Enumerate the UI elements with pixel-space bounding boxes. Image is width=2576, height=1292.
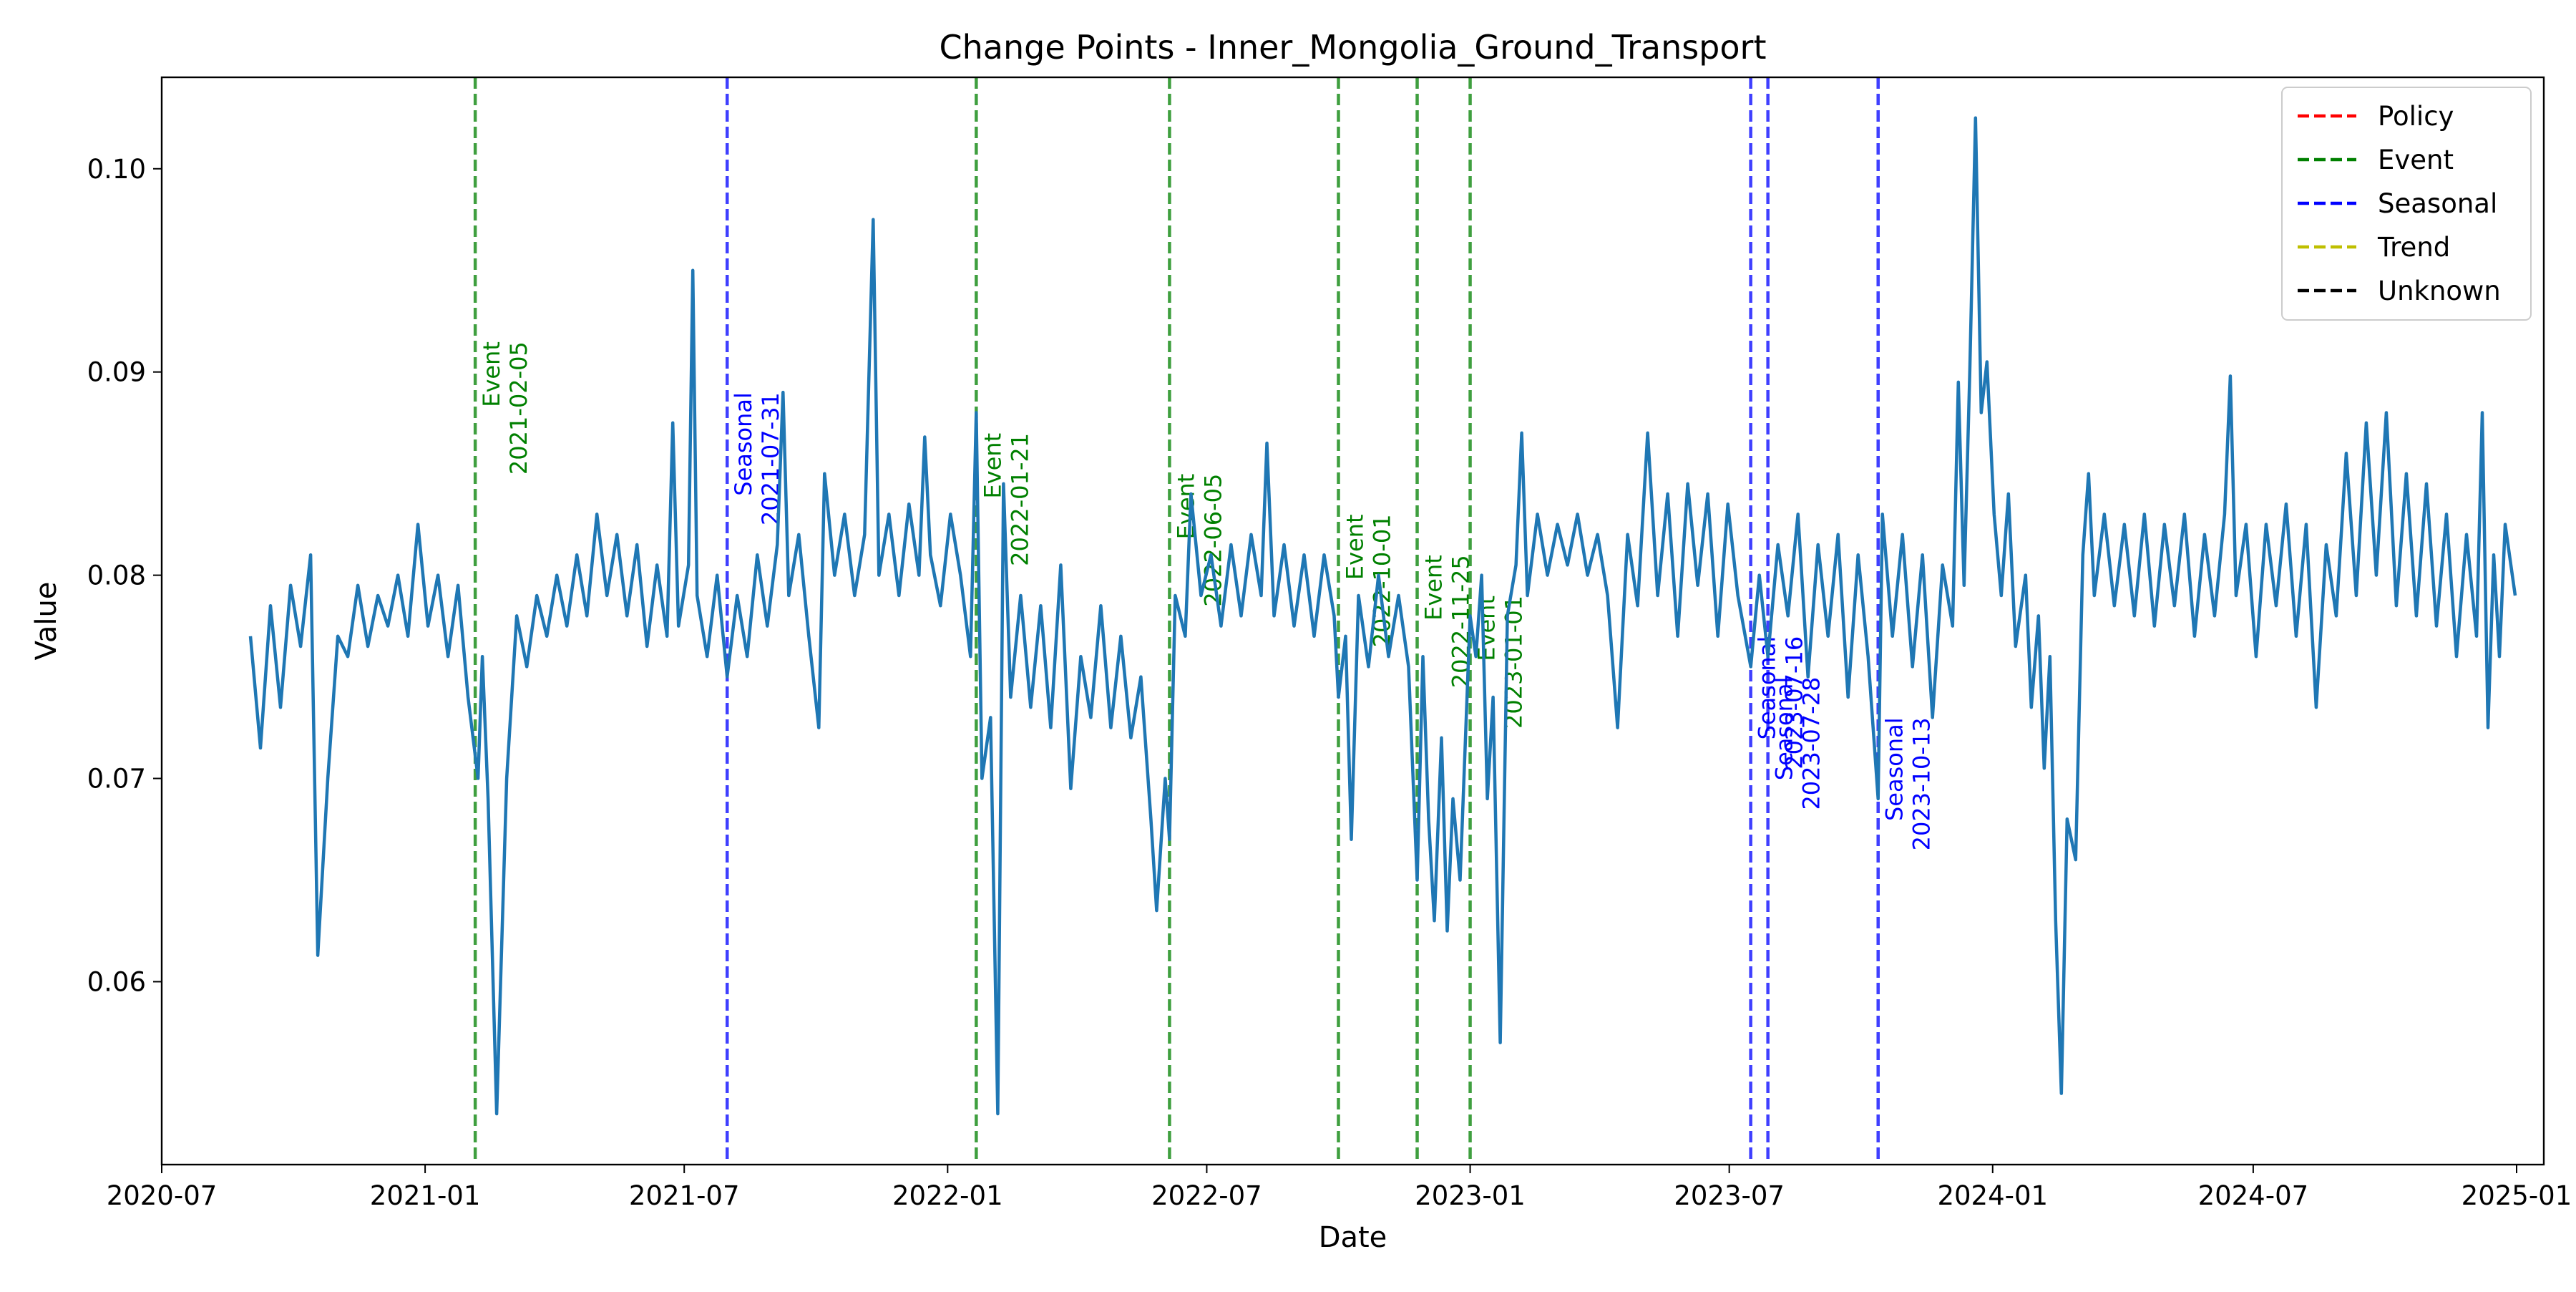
y-axis-label: Value — [30, 582, 63, 661]
x-tick-label-1: 2021-01 — [370, 1180, 481, 1211]
y-tick-label-4: 0.10 — [87, 154, 146, 185]
change-point-date-7: 2023-07-16 — [1781, 636, 1808, 769]
x-tick-label-7: 2024-01 — [1937, 1180, 2048, 1211]
x-tick-label-3: 2022-01 — [892, 1180, 1003, 1211]
change-point-type-0: Event — [478, 341, 505, 407]
y-tick-label-3: 0.09 — [87, 357, 146, 388]
change-point-label-8: Seasonal2023-07-28 — [1771, 677, 1825, 810]
chart-title: Change Points - Inner_Mongolia_Ground_Tr… — [940, 28, 1767, 67]
x-tick-label-9: 2025-01 — [2462, 1180, 2572, 1211]
change-point-type-9: Seasonal — [1881, 717, 1908, 821]
legend-label-event: Event — [2378, 145, 2454, 175]
legend-box — [2281, 87, 2532, 321]
y-tick-label-2: 0.08 — [87, 560, 146, 591]
legend-label-trend: Trend — [2377, 232, 2450, 263]
y-tick-label-0: 0.06 — [87, 966, 146, 997]
change-point-label-6: Event2023-01-01 — [1473, 596, 1528, 729]
x-tick-label-6: 2023-07 — [1674, 1180, 1785, 1211]
plot-area: 2020-07 2021-01 2021-07 2022-01 2022-07 2023-… — [87, 77, 2572, 1211]
change-point-date-0: 2021-02-05 — [505, 341, 532, 475]
change-point-label-0: Event2021-02-05 — [478, 341, 532, 475]
change-point-date-8: 2023-07-28 — [1798, 677, 1825, 810]
change-point-label-2: Event2022-01-21 — [979, 433, 1033, 566]
change-point-type-2: Event — [979, 433, 1006, 499]
legend-label-unknown: Unknown — [2378, 276, 2501, 306]
x-tick-label-2: 2021-07 — [629, 1180, 740, 1211]
change-point-date-9: 2023-10-13 — [1908, 717, 1936, 850]
x-axis-label: Date — [1319, 1221, 1387, 1254]
x-tick-label-4: 2022-07 — [1151, 1180, 1262, 1211]
series-line-0 — [248, 116, 2517, 1116]
legend: Policy Event Seasonal Trend Unknown — [2281, 87, 2532, 321]
legend-label-seasonal: Seasonal — [2378, 188, 2497, 219]
change-point-type-8: Seasonal — [1771, 677, 1798, 781]
x-tick-label-5: 2023-01 — [1415, 1180, 1526, 1211]
change-point-date-2: 2022-01-21 — [1006, 433, 1033, 566]
legend-label-policy: Policy — [2378, 101, 2454, 132]
plot-frame — [160, 76, 2545, 1166]
change-point-type-1: Seasonal — [730, 392, 757, 496]
change-point-label-9: Seasonal2023-10-13 — [1881, 717, 1936, 850]
y-tick-label-1: 0.07 — [87, 764, 146, 795]
x-tick-label-8: 2024-07 — [2198, 1180, 2309, 1211]
x-tick-label-0: 2020-07 — [107, 1180, 218, 1211]
change-point-type-4: Event — [1341, 514, 1368, 580]
change-point-type-5: Event — [1420, 555, 1448, 621]
